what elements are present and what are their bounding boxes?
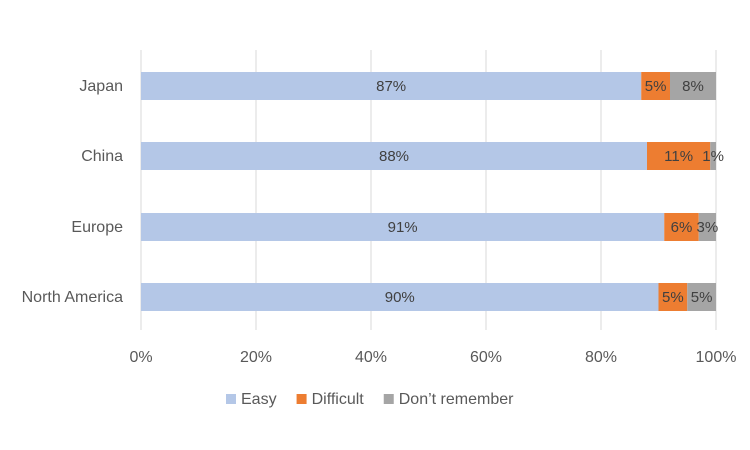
data-label: 3% bbox=[697, 219, 719, 236]
data-label: 1% bbox=[702, 148, 724, 165]
data-label: 91% bbox=[388, 219, 418, 236]
bar-segment bbox=[670, 72, 716, 100]
legend: Easy Difficult Don’t remember bbox=[226, 391, 514, 408]
legend-swatch bbox=[383, 394, 394, 404]
bar-segment bbox=[664, 213, 699, 241]
data-label: 87% bbox=[376, 78, 406, 95]
bar-segment bbox=[141, 72, 642, 100]
data-label: 90% bbox=[385, 289, 415, 306]
bar-segment bbox=[141, 213, 665, 241]
bar-segment bbox=[641, 72, 670, 100]
category-label: Europe bbox=[71, 219, 123, 236]
data-label: 8% bbox=[682, 78, 704, 95]
legend-swatch bbox=[296, 394, 307, 404]
legend-label: Difficult bbox=[312, 391, 365, 408]
data-label: 88% bbox=[379, 148, 409, 165]
x-tick-label: 60% bbox=[470, 349, 502, 366]
bar-segment bbox=[647, 142, 711, 170]
bar-segment bbox=[141, 142, 647, 170]
legend-label: Don’t remember bbox=[399, 391, 514, 408]
bar-segment bbox=[141, 283, 659, 311]
x-tick-label: 40% bbox=[355, 349, 387, 366]
bar-segment bbox=[687, 283, 716, 311]
category-label: North America bbox=[22, 289, 123, 306]
legend-swatch bbox=[226, 394, 236, 404]
x-tick-label: 80% bbox=[585, 349, 617, 366]
data-label: 6% bbox=[671, 219, 693, 236]
legend-label: Easy bbox=[241, 391, 277, 408]
x-tick-label: 0% bbox=[129, 349, 152, 366]
x-tick-label: 100% bbox=[696, 349, 737, 366]
bar-segment bbox=[698, 213, 716, 241]
category-label: Japan bbox=[79, 78, 123, 95]
data-label: 5% bbox=[662, 289, 684, 306]
data-label: 5% bbox=[691, 289, 713, 306]
category-label: China bbox=[81, 148, 123, 165]
data-label: 5% bbox=[645, 78, 667, 95]
data-label: 11% bbox=[664, 148, 693, 165]
bar-segment bbox=[658, 283, 688, 311]
bar-segment bbox=[710, 142, 716, 170]
x-tick-label: 20% bbox=[240, 349, 272, 366]
